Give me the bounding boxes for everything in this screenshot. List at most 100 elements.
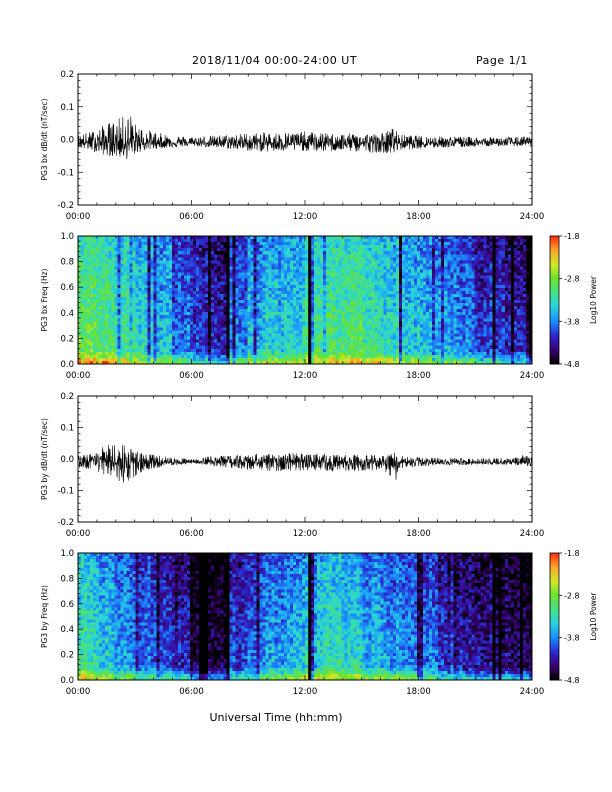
bx-spectrogram-cell — [335, 315, 339, 319]
bx-spectrogram-cell — [356, 284, 360, 289]
bx-spectrogram-cell — [202, 345, 206, 350]
bx-spectrogram-cell — [153, 324, 158, 328]
bx-spectrogram-cell — [314, 293, 318, 298]
bx-spectrogram-cell — [205, 254, 209, 258]
bx-spectrogram-cell — [429, 275, 433, 280]
bx-spectrogram-cell — [217, 239, 221, 243]
bx-spectrogram-cell — [111, 296, 115, 301]
bx-spectrogram-cell — [186, 336, 191, 341]
bx-spectrogram-cell — [356, 315, 360, 319]
bx-spectrogram-cell — [217, 300, 221, 304]
bx-spectrogram-cell — [338, 242, 342, 246]
bx-spectrogram-cell — [135, 351, 139, 356]
bx-spectrogram-cell — [96, 360, 100, 365]
bx-spectrogram-cell — [353, 269, 357, 273]
bx-spectrogram-cell — [305, 263, 309, 267]
bx-spectrogram-cell — [398, 327, 403, 331]
bx-spectrogram-cell — [183, 354, 188, 359]
bx-spectrogram-cell — [244, 357, 248, 362]
bx-spectrogram-cell — [320, 348, 324, 353]
bx-spectrogram-cell — [253, 296, 257, 301]
bx-spectrogram-cell — [162, 357, 167, 362]
bx-spectrogram-cell — [329, 293, 333, 298]
bx-spectrogram-cell — [114, 281, 118, 286]
bx-spectrogram-cell — [362, 260, 366, 264]
bx-spectrogram-cell — [301, 266, 306, 270]
bx-spectrogram-cell — [332, 309, 336, 313]
bx-spectrogram-cell — [156, 303, 161, 307]
bx-spectrogram-cell — [329, 281, 333, 286]
bx-spectrogram-cell — [123, 339, 127, 344]
bx-spectrogram-cell — [413, 303, 418, 307]
bx-spectrogram-cell — [311, 257, 315, 261]
bx-spectrogram-cell — [398, 269, 403, 273]
bx-spectrogram-cell — [223, 269, 227, 273]
bx-spectrogram-cell — [211, 248, 215, 252]
bx-waveform-xtick-label: 18:00 — [406, 212, 431, 222]
bx-spectrogram-cell — [274, 333, 279, 337]
bx-spectrogram-cell — [317, 303, 321, 307]
bx-spectrogram-cell — [301, 345, 306, 350]
bx-spectrogram-cell — [259, 345, 264, 350]
bx-spectrogram-cell — [156, 248, 161, 252]
bx-spectrogram-cell — [247, 248, 251, 252]
bx-spectrogram-cell — [238, 272, 242, 277]
bx-spectrogram-cell — [147, 248, 152, 252]
bx-spectrogram-cell — [317, 309, 321, 313]
bx-spectrogram-cell — [410, 251, 415, 255]
bx-spectrogram-cell — [193, 354, 197, 359]
bx-spectrogram-cell — [174, 345, 179, 350]
bx-spectrogram-cell — [156, 257, 161, 261]
bx-spectrogram-cell — [404, 245, 409, 249]
bx-spectrogram-cell — [377, 303, 382, 307]
bx-spectrogram-cell — [298, 296, 303, 301]
bx-spectrogram-cell — [295, 327, 300, 331]
bx-spectrogram-cell — [238, 278, 242, 283]
bx-spectrogram-cell — [365, 315, 369, 319]
bx-spectrogram-cell — [135, 269, 139, 273]
bx-waveform-ytick-label: -0.2 — [57, 201, 74, 211]
bx-spectrogram-cell — [156, 281, 161, 286]
bx-spectrogram-cell — [265, 315, 270, 319]
bx-spectrogram-cell — [301, 348, 306, 353]
bx-spectrogram-cell — [280, 357, 285, 362]
bx-spectrogram-cell — [274, 287, 279, 292]
bx-spectrogram-cell — [404, 354, 409, 359]
bx-spectrogram-cell — [205, 306, 209, 310]
bx-spectrogram-cell — [392, 354, 397, 359]
bx-spectrogram-cell — [256, 290, 260, 295]
bx-spectrogram-cell — [329, 348, 333, 353]
bx-spectrogram-cell — [132, 318, 136, 322]
bx-spectrogram-cell — [138, 269, 142, 273]
bx-spectrogram-cell — [423, 318, 427, 322]
bx-spectrogram-cell — [416, 269, 421, 273]
bx-spectrogram-cell — [102, 324, 106, 328]
bx-spectrogram-cell — [78, 339, 82, 344]
bx-spectrogram-cell — [232, 342, 236, 347]
bx-spectrogram-cell — [413, 345, 418, 350]
bx-spectrogram-cell — [144, 345, 149, 350]
bx-spectrogram-cell — [338, 354, 342, 359]
bx-spectrogram-cell — [320, 251, 324, 255]
bx-spectrogram-cell — [383, 245, 388, 249]
bx-spectrogram-cell — [359, 284, 363, 289]
bx-spectrogram-cell — [426, 293, 430, 298]
bx-spectrogram-cell — [295, 269, 300, 273]
bx-spectrogram-cell — [335, 269, 339, 273]
bx-spectrogram-cell — [147, 293, 152, 298]
bx-spectrogram-cell — [323, 287, 327, 292]
bx-spectrogram-cell — [196, 236, 200, 240]
bx-spectrogram-cell — [78, 281, 82, 286]
bx-spectrogram-cell — [105, 309, 109, 313]
bx-spectrogram-cell — [211, 348, 215, 353]
bx-spectrogram-cell — [295, 318, 300, 322]
bx-spectrogram-cell — [171, 357, 176, 362]
bx-spectrogram-cell — [280, 342, 285, 347]
bx-spectrogram-cell — [138, 312, 142, 316]
bx-spectrogram-cell — [229, 287, 233, 292]
bx-spectrogram-cell — [323, 333, 327, 337]
bx-spectrogram-cell — [389, 296, 394, 301]
bx-spectrogram-cell — [162, 287, 167, 292]
bx-spectrogram-cell — [374, 357, 379, 362]
bx-spectrogram-cell — [389, 236, 394, 240]
